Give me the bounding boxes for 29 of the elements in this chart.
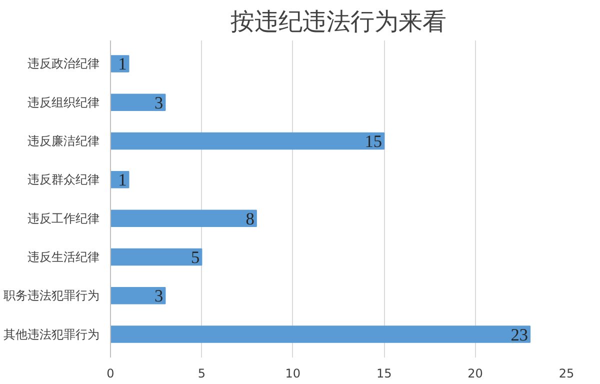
bar [110,210,257,227]
data-label: 3 [154,93,164,112]
bar [110,248,202,266]
data-label: 1 [118,54,127,74]
data-label: 1 [118,170,127,190]
x-tick-label: 20 [468,366,483,380]
x-tick-label: 15 [376,366,392,380]
y-tick-label: 违反廉洁纪律 [28,134,100,148]
data-label: 15 [364,132,382,152]
x-tick-label: 5 [198,366,206,380]
x-tick-label: 25 [558,366,574,380]
data-label: 23 [510,325,528,344]
y-tick-label: 违反群众纪律 [28,172,100,187]
x-tick-label: 10 [285,366,301,380]
x-tick-label: 0 [106,366,114,380]
bar [110,287,166,304]
data-label: 3 [154,286,164,306]
data-label: 8 [246,209,254,228]
bar [110,94,166,111]
y-tick-label: 违反组织纪律 [28,95,100,110]
y-tick-label: 违反工作纪律 [28,211,100,226]
y-tick-label: 违反生活纪律 [28,250,100,264]
chart-title: 按违纪违法行为来看 [230,8,446,36]
bar [110,132,385,150]
bar [110,326,531,343]
y-tick-label: 其他违法犯罪行为 [4,327,100,342]
y-tick-label: 违反政治纪律 [28,56,100,71]
data-label: 5 [191,248,200,267]
y-tick-label: 职务违法犯罪行为 [4,288,100,303]
